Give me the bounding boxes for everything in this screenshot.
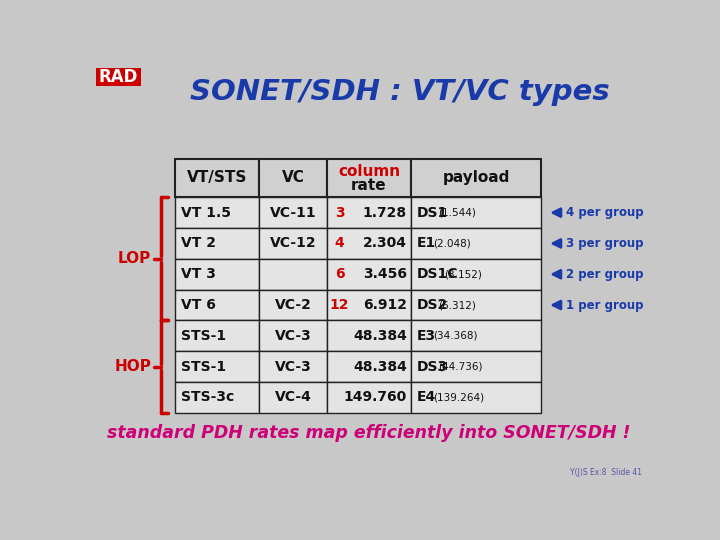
Text: E3: E3 bbox=[417, 329, 436, 343]
Text: VT 2: VT 2 bbox=[181, 237, 217, 251]
Text: Y(J)S Ex:8  Slide 41: Y(J)S Ex:8 Slide 41 bbox=[570, 468, 642, 477]
Text: DS2: DS2 bbox=[417, 298, 449, 312]
Text: 48.384: 48.384 bbox=[353, 329, 407, 343]
Text: 12: 12 bbox=[330, 298, 349, 312]
Text: E1: E1 bbox=[417, 237, 436, 251]
FancyBboxPatch shape bbox=[175, 197, 259, 228]
FancyBboxPatch shape bbox=[327, 159, 411, 197]
Text: VC-2: VC-2 bbox=[274, 298, 312, 312]
Text: VT 1.5: VT 1.5 bbox=[181, 206, 231, 220]
FancyBboxPatch shape bbox=[327, 259, 411, 289]
FancyBboxPatch shape bbox=[327, 197, 411, 228]
Text: 2.304: 2.304 bbox=[363, 237, 407, 251]
Text: LOP: LOP bbox=[118, 251, 151, 266]
FancyBboxPatch shape bbox=[411, 159, 541, 197]
FancyBboxPatch shape bbox=[327, 382, 411, 413]
Text: STS-1: STS-1 bbox=[181, 329, 227, 343]
FancyBboxPatch shape bbox=[411, 228, 541, 259]
Text: 4 per group: 4 per group bbox=[566, 206, 644, 219]
Text: DS1: DS1 bbox=[417, 206, 449, 220]
FancyBboxPatch shape bbox=[327, 320, 411, 351]
Text: STS-3c: STS-3c bbox=[181, 390, 235, 404]
FancyBboxPatch shape bbox=[175, 159, 259, 197]
FancyBboxPatch shape bbox=[259, 228, 327, 259]
FancyBboxPatch shape bbox=[411, 259, 541, 289]
Text: VT/STS: VT/STS bbox=[187, 171, 247, 186]
Text: 3: 3 bbox=[335, 206, 344, 220]
Text: column: column bbox=[338, 164, 400, 179]
Text: 2 per group: 2 per group bbox=[566, 268, 644, 281]
FancyBboxPatch shape bbox=[411, 320, 541, 351]
Text: 1 per group: 1 per group bbox=[566, 299, 644, 312]
Text: SONET/SDH : VT/VC types: SONET/SDH : VT/VC types bbox=[190, 78, 610, 106]
FancyBboxPatch shape bbox=[411, 382, 541, 413]
FancyBboxPatch shape bbox=[96, 68, 141, 86]
Text: (34.368): (34.368) bbox=[433, 331, 477, 341]
Text: (1.544): (1.544) bbox=[438, 208, 477, 218]
Text: RAD: RAD bbox=[99, 68, 138, 86]
FancyBboxPatch shape bbox=[259, 382, 327, 413]
Text: DS1C: DS1C bbox=[417, 267, 459, 281]
FancyBboxPatch shape bbox=[175, 320, 259, 351]
FancyBboxPatch shape bbox=[175, 289, 259, 320]
FancyBboxPatch shape bbox=[411, 351, 541, 382]
FancyBboxPatch shape bbox=[327, 289, 411, 320]
Text: STS-1: STS-1 bbox=[181, 360, 227, 374]
Text: 1.728: 1.728 bbox=[363, 206, 407, 220]
FancyBboxPatch shape bbox=[259, 320, 327, 351]
Text: (3.152): (3.152) bbox=[444, 269, 482, 279]
FancyBboxPatch shape bbox=[327, 351, 411, 382]
Text: VT 3: VT 3 bbox=[181, 267, 216, 281]
FancyBboxPatch shape bbox=[175, 228, 259, 259]
FancyBboxPatch shape bbox=[411, 289, 541, 320]
FancyBboxPatch shape bbox=[175, 259, 259, 289]
FancyBboxPatch shape bbox=[259, 289, 327, 320]
Text: 6.912: 6.912 bbox=[363, 298, 407, 312]
Text: payload: payload bbox=[442, 171, 510, 186]
Text: 48.384: 48.384 bbox=[353, 360, 407, 374]
Text: VC-12: VC-12 bbox=[270, 237, 316, 251]
FancyBboxPatch shape bbox=[259, 197, 327, 228]
FancyBboxPatch shape bbox=[327, 228, 411, 259]
FancyBboxPatch shape bbox=[175, 351, 259, 382]
Text: (2.048): (2.048) bbox=[433, 239, 471, 248]
Text: 4: 4 bbox=[335, 237, 344, 251]
Text: 149.760: 149.760 bbox=[343, 390, 407, 404]
Text: E4: E4 bbox=[417, 390, 436, 404]
Text: (6.312): (6.312) bbox=[438, 300, 477, 310]
FancyBboxPatch shape bbox=[259, 159, 327, 197]
FancyBboxPatch shape bbox=[259, 351, 327, 382]
Text: VC-11: VC-11 bbox=[270, 206, 316, 220]
Text: 3.456: 3.456 bbox=[363, 267, 407, 281]
Text: rate: rate bbox=[351, 178, 387, 193]
Text: 3 per group: 3 per group bbox=[566, 237, 644, 250]
Text: VC: VC bbox=[282, 171, 305, 186]
Text: 6: 6 bbox=[335, 267, 344, 281]
Text: VT 6: VT 6 bbox=[181, 298, 216, 312]
Text: VC-3: VC-3 bbox=[274, 360, 312, 374]
Text: DS3: DS3 bbox=[417, 360, 448, 374]
Text: (44.736): (44.736) bbox=[438, 362, 483, 372]
FancyBboxPatch shape bbox=[259, 259, 327, 289]
Text: standard PDH rates map efficiently into SONET/SDH !: standard PDH rates map efficiently into … bbox=[107, 424, 631, 442]
FancyBboxPatch shape bbox=[411, 197, 541, 228]
Text: VC-3: VC-3 bbox=[274, 329, 312, 343]
Text: (139.264): (139.264) bbox=[433, 393, 484, 402]
Text: HOP: HOP bbox=[114, 359, 151, 374]
Text: VC-4: VC-4 bbox=[274, 390, 312, 404]
FancyBboxPatch shape bbox=[175, 382, 259, 413]
